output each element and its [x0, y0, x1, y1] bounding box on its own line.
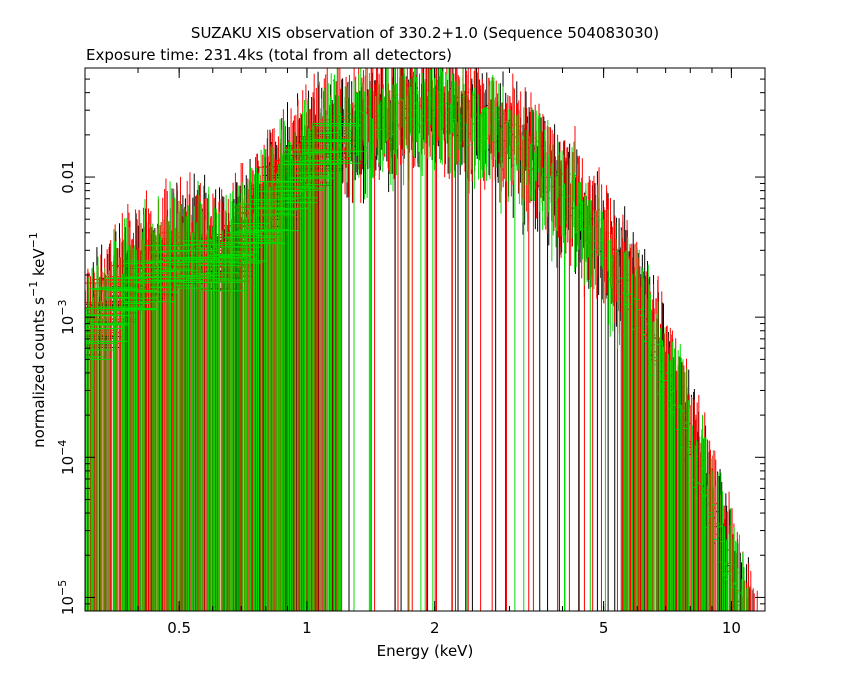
y-tick-mantissa: 0.01 — [59, 160, 77, 193]
x-tick-label: 5 — [599, 619, 609, 637]
y-tick-label: 10−3 — [56, 300, 77, 335]
y-tick-label: 10−4 — [56, 440, 77, 475]
y-axis-label-main: normalized counts s — [30, 297, 48, 448]
y-tick-label: 0.01 — [59, 160, 77, 193]
y-axis-label-sup2: −1 — [27, 232, 40, 248]
y-tick-exponent: −4 — [56, 440, 69, 456]
y-axis-label-sup1: −1 — [27, 281, 40, 297]
y-axis-label-mid: keV — [30, 248, 48, 281]
chart-subtitle: Exposure time: 231.4ks (total from all d… — [86, 46, 452, 64]
x-tick-label: 0.5 — [167, 619, 191, 637]
y-tick-mantissa: 10 — [59, 316, 77, 335]
y-tick-mantissa: 10 — [59, 596, 77, 615]
plot-frame — [84, 67, 766, 612]
x-tick-label: 1 — [302, 619, 312, 637]
y-tick-mantissa: 10 — [59, 456, 77, 475]
chart-title: SUZAKU XIS observation of 330.2+1.0 (Seq… — [191, 24, 659, 42]
y-tick-exponent: −5 — [56, 580, 69, 596]
x-axis-label: Energy (keV) — [377, 642, 474, 660]
spectrum-series — [84, 68, 750, 612]
y-tick-exponent: −3 — [56, 300, 69, 316]
plot-data-layer — [84, 68, 758, 612]
x-tick-label: 2 — [430, 619, 440, 637]
y-tick-label: 10−5 — [56, 580, 77, 615]
y-axis-label: normalized counts s−1 keV−1 — [27, 232, 48, 448]
x-tick-label: 10 — [722, 619, 741, 637]
